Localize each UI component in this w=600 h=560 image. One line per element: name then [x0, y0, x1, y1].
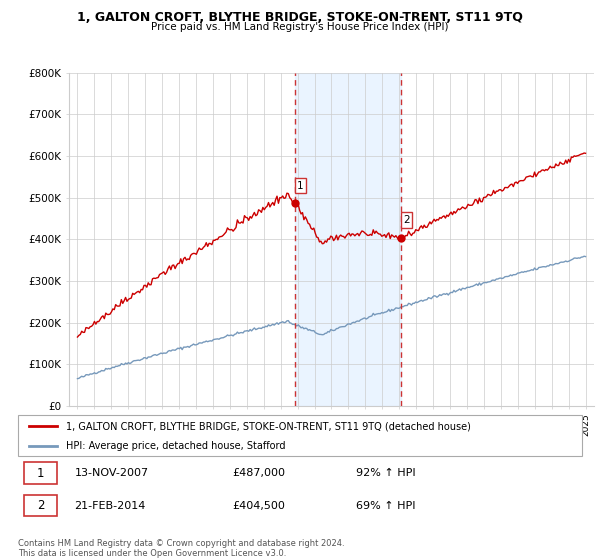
Text: Contains HM Land Registry data © Crown copyright and database right 2024.
This d: Contains HM Land Registry data © Crown c… — [18, 539, 344, 558]
Text: 21-FEB-2014: 21-FEB-2014 — [74, 501, 146, 511]
Bar — [295, 73, 401, 406]
Text: Price paid vs. HM Land Registry's House Price Index (HPI): Price paid vs. HM Land Registry's House … — [151, 22, 449, 32]
Text: 13-NOV-2007: 13-NOV-2007 — [74, 468, 149, 478]
Text: HPI: Average price, detached house, Stafford: HPI: Average price, detached house, Staf… — [66, 441, 286, 451]
Text: 1: 1 — [297, 181, 304, 190]
Text: £404,500: £404,500 — [232, 501, 285, 511]
Text: 2: 2 — [403, 215, 410, 225]
FancyBboxPatch shape — [23, 495, 58, 516]
Text: 69% ↑ HPI: 69% ↑ HPI — [356, 501, 416, 511]
Text: 1, GALTON CROFT, BLYTHE BRIDGE, STOKE-ON-TRENT, ST11 9TQ: 1, GALTON CROFT, BLYTHE BRIDGE, STOKE-ON… — [77, 11, 523, 24]
FancyBboxPatch shape — [18, 416, 582, 456]
Text: 92% ↑ HPI: 92% ↑ HPI — [356, 468, 416, 478]
FancyBboxPatch shape — [23, 463, 58, 484]
Text: 1, GALTON CROFT, BLYTHE BRIDGE, STOKE-ON-TRENT, ST11 9TQ (detached house): 1, GALTON CROFT, BLYTHE BRIDGE, STOKE-ON… — [66, 421, 471, 431]
Text: £487,000: £487,000 — [232, 468, 286, 478]
Text: 1: 1 — [37, 466, 44, 479]
Text: 2: 2 — [37, 499, 44, 512]
